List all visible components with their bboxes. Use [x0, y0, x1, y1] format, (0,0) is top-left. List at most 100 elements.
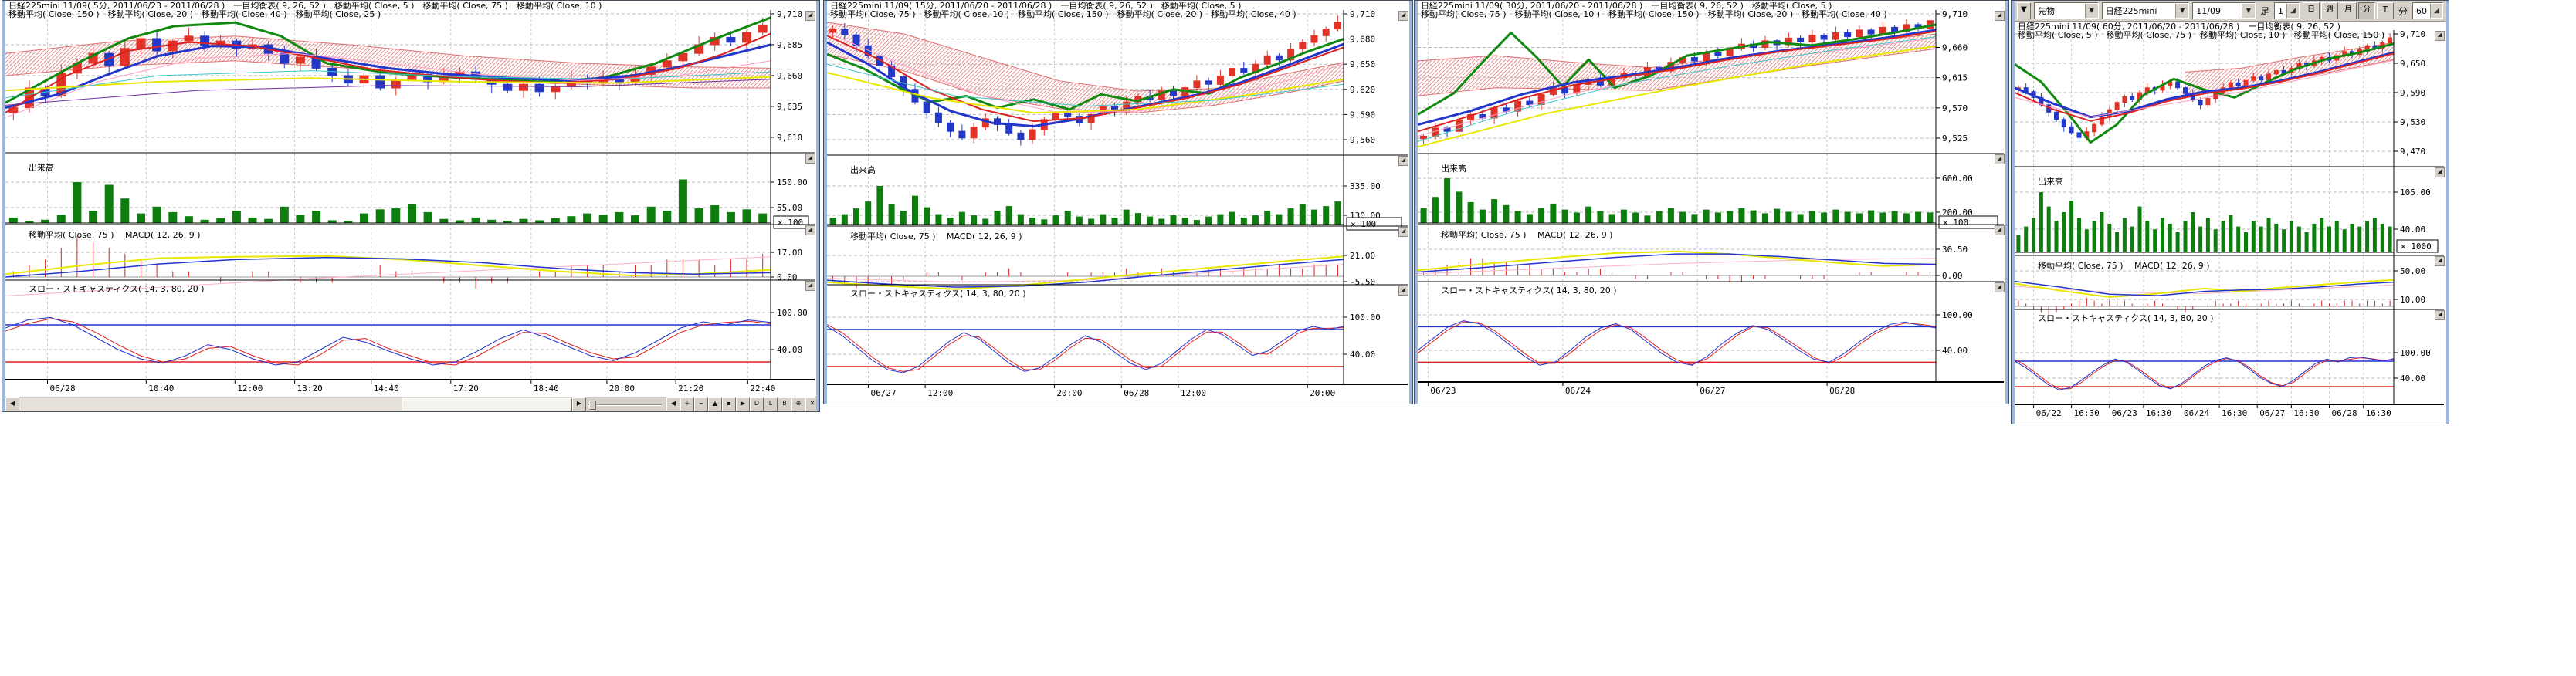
- volume-multiplier: × 100: [778, 218, 803, 228]
- volume-bar: [2191, 212, 2195, 252]
- volume-bar: [2161, 218, 2164, 252]
- stoch-section-label: スロー・ストキャスティクス( 14, 3, 80, 20 ): [2038, 313, 2214, 323]
- chart-tool-button-3[interactable]: ▲: [708, 397, 722, 411]
- volume-bar: [994, 211, 1001, 225]
- section-scroll-button[interactable]: ◢: [2435, 31, 2445, 41]
- chevron-down-icon[interactable]: ▼: [2084, 4, 2098, 18]
- volume-bar: [1100, 214, 1107, 225]
- scrollbar-thumb[interactable]: [402, 398, 572, 411]
- time-axis-label: 18:40: [534, 384, 559, 394]
- stoch-line-d: [5, 318, 771, 366]
- section-scroll-button[interactable]: ◢: [1995, 154, 2005, 164]
- section-scroll-button[interactable]: ◢: [2435, 256, 2445, 266]
- chart-tool-button-0[interactable]: ◀: [666, 397, 680, 411]
- section-scroll-button[interactable]: ◢: [2435, 167, 2445, 177]
- chart-tool-button-8[interactable]: B: [778, 397, 791, 411]
- candle: [184, 35, 194, 42]
- volume-bar: [2016, 235, 2021, 252]
- chart-tool-button-10[interactable]: ✕: [805, 397, 816, 411]
- volume-bar: [2130, 226, 2134, 252]
- volume-bar: [2062, 212, 2066, 252]
- bar-count-spinner[interactable]: 1 ◢: [2273, 2, 2300, 19]
- instrument-dropdown[interactable]: 日経225mini ▼: [2101, 2, 2190, 19]
- time-axis-label: 06/24: [1565, 386, 1591, 396]
- candle: [1017, 132, 1025, 140]
- price-tick-label: 9,530: [2400, 117, 2425, 127]
- chart-tool-button-9[interactable]: ⊕: [791, 397, 805, 411]
- section-scroll-button[interactable]: ◢: [805, 225, 815, 235]
- section-scroll-button[interactable]: ◢: [1995, 11, 2005, 21]
- section-scroll-button[interactable]: ◢: [2435, 310, 2445, 320]
- macd-line-yellow: [827, 255, 1344, 290]
- volume-bar: [1005, 206, 1012, 225]
- zoom-slider-handle[interactable]: [589, 401, 596, 410]
- volume-bar: [535, 220, 544, 223]
- candle: [1310, 35, 1318, 43]
- candle: [1052, 112, 1059, 120]
- minute-value-spinner[interactable]: 60 ◢: [2412, 2, 2443, 19]
- chart-tool-button-2[interactable]: −: [694, 397, 708, 411]
- candle: [2092, 123, 2097, 133]
- chart-tool-button-6[interactable]: D: [750, 397, 764, 411]
- contract-month-value: 11/09: [2196, 5, 2221, 16]
- candle: [1690, 57, 1698, 62]
- chart-tool-button-1[interactable]: ＋: [680, 397, 694, 411]
- volume-bar: [2024, 226, 2029, 252]
- stoch-line-d: [1418, 321, 1937, 365]
- contract-month-dropdown[interactable]: 11/09 ▼: [2192, 2, 2256, 19]
- candle: [2183, 87, 2188, 94]
- scroll-right-button[interactable]: ▶: [572, 397, 586, 411]
- candle: [2069, 126, 2074, 134]
- volume-bar: [1147, 216, 1154, 225]
- chart-menu-dropdown-button[interactable]: ▼: [2017, 2, 2031, 19]
- stoch-line-k: [5, 316, 771, 366]
- stoch-line-d: [827, 324, 1344, 372]
- section-scroll-button[interactable]: ◢: [1398, 286, 1408, 296]
- volume-bar: [1774, 208, 1781, 223]
- period-button-月[interactable]: 月: [2339, 2, 2357, 19]
- section-scroll-button[interactable]: ◢: [1398, 11, 1408, 21]
- section-scroll-button[interactable]: ◢: [1398, 156, 1408, 166]
- macd-section-label: 移動平均( Close, 75 ) MACD( 12, 26, 9 ): [850, 232, 1022, 242]
- volume-bar: [280, 206, 289, 223]
- spinner-icon[interactable]: ◢: [2430, 4, 2442, 18]
- zoom-slider[interactable]: [586, 398, 663, 411]
- chart-tool-button-4[interactable]: ▪: [722, 397, 736, 411]
- scroll-left-button[interactable]: ◀: [5, 397, 19, 411]
- section-scroll-button[interactable]: ◢: [805, 11, 815, 21]
- chevron-down-icon[interactable]: ▼: [2241, 4, 2255, 18]
- section-scroll-button[interactable]: ◢: [1995, 282, 2005, 292]
- chart-tool-button-7[interactable]: L: [764, 397, 778, 411]
- section-scroll-button[interactable]: ◢: [1398, 227, 1408, 237]
- section-scroll-button[interactable]: ◢: [1995, 225, 2005, 235]
- chart-canvas-30min: 9,710 9,660 9,615 9,570 9,525 600.00 200.00× 1…: [1418, 9, 2004, 396]
- section-scroll-button[interactable]: ◢: [805, 281, 815, 291]
- volume-bar: [104, 184, 114, 223]
- volume-bar: [375, 209, 385, 223]
- volume-bar: [694, 208, 703, 223]
- volume-bar: [888, 204, 895, 225]
- volume-section-label: 出来高: [1441, 164, 1466, 174]
- chart-tool-button-5[interactable]: ▶: [736, 397, 750, 411]
- candle: [923, 101, 930, 113]
- period-button-T[interactable]: T: [2376, 2, 2394, 19]
- candle: [1420, 135, 1428, 140]
- candle: [1229, 68, 1236, 76]
- overlay-line-ma-25: [1418, 30, 1937, 133]
- market-category-dropdown[interactable]: 先物 ▼: [2033, 2, 2099, 19]
- chart-canvas-15min: 9,7109,6809,6509,6209,5909,560335.00130.…: [827, 9, 1408, 398]
- spinner-icon[interactable]: ◢: [2286, 4, 2299, 18]
- volume-bar: [2266, 218, 2271, 252]
- period-button-日[interactable]: 日: [2302, 2, 2320, 19]
- chevron-down-icon[interactable]: ▼: [2175, 4, 2189, 18]
- period-button-分[interactable]: 分: [2357, 2, 2375, 19]
- volume-bar: [2259, 226, 2263, 252]
- volume-bar: [615, 211, 624, 223]
- scrollbar-track[interactable]: [19, 398, 572, 411]
- section-scroll-button[interactable]: ◢: [805, 154, 815, 164]
- period-button-週[interactable]: 週: [2320, 2, 2338, 19]
- volume-bar: [2372, 218, 2377, 252]
- candle: [934, 112, 942, 123]
- volume-bar: [2221, 221, 2225, 252]
- volume-bar: [1017, 214, 1024, 225]
